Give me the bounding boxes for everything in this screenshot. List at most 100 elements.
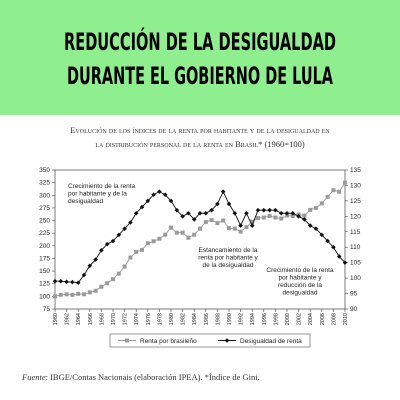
point <box>87 263 93 269</box>
point <box>140 247 144 252</box>
point <box>104 241 110 247</box>
point <box>343 180 347 185</box>
x-tick-label: 1970 <box>111 313 117 325</box>
legend-label: Renta por brasileño <box>140 338 197 345</box>
x-tick-label: 1974 <box>134 313 140 325</box>
point <box>308 207 313 212</box>
point <box>111 277 115 282</box>
point <box>133 210 139 216</box>
x-tick-label: 1966 <box>88 313 94 325</box>
source: Fuente: IBGE/Contas Nacionais (elaboraci… <box>21 372 260 382</box>
point <box>279 216 284 221</box>
point <box>122 226 127 231</box>
point <box>93 257 98 262</box>
point <box>209 207 214 213</box>
legend-label: Desigualdad de renta <box>240 338 302 345</box>
point <box>168 198 174 204</box>
y2-tick-label: 115 <box>350 229 361 236</box>
point <box>99 284 104 289</box>
y2-tick-label: 130 <box>350 182 361 189</box>
y2-tick-label: 120 <box>350 213 361 220</box>
y2-tick-label: 100 <box>350 275 361 282</box>
point <box>93 288 98 293</box>
annotation: por habitante y de la <box>68 191 127 198</box>
point <box>314 205 318 210</box>
point <box>128 255 133 260</box>
point <box>273 215 278 220</box>
point <box>256 216 260 221</box>
point <box>220 189 226 194</box>
point <box>221 218 226 223</box>
point <box>162 192 168 198</box>
legend-marker <box>224 338 230 343</box>
x-tick-label: 1978 <box>157 313 163 325</box>
point <box>337 189 342 194</box>
point <box>215 201 220 207</box>
x-tick-label: 1984 <box>192 313 198 325</box>
point <box>325 238 330 244</box>
y-tick-label: 275 <box>39 205 50 212</box>
point <box>261 215 266 220</box>
point <box>290 210 296 216</box>
x-tick-label: 1982 <box>181 313 187 325</box>
chart-panel <box>0 115 400 400</box>
x-tick-label: 1998 <box>273 313 279 325</box>
point <box>250 219 255 224</box>
y-tick-label: 350 <box>39 167 50 174</box>
point <box>342 260 348 265</box>
y-tick-label: 175 <box>39 255 50 262</box>
point <box>81 272 87 278</box>
point <box>313 226 319 231</box>
point <box>180 230 185 235</box>
annotation: desigualdad <box>68 198 103 205</box>
x-tick-label: 2002 <box>297 313 303 325</box>
point <box>203 210 209 216</box>
legend-marker <box>125 338 129 343</box>
point <box>232 210 238 216</box>
x-tick-label: 1968 <box>99 313 105 325</box>
point <box>58 292 63 297</box>
point <box>284 210 290 216</box>
annotation: reducción de la <box>278 282 322 289</box>
point <box>82 292 86 297</box>
point <box>273 207 278 213</box>
point <box>267 207 272 213</box>
point <box>192 232 197 237</box>
point <box>226 201 232 207</box>
annotation: por habitante y <box>278 275 322 282</box>
x-tick-label: 1962 <box>65 313 71 325</box>
point <box>319 232 325 238</box>
point <box>249 223 255 228</box>
point <box>64 292 69 297</box>
y-tick-label: 225 <box>39 230 50 237</box>
point <box>64 279 69 285</box>
x-tick-label: 2008 <box>331 313 337 325</box>
point <box>331 188 336 193</box>
point <box>70 292 75 297</box>
point <box>110 238 116 244</box>
point <box>186 210 191 216</box>
point <box>209 218 214 223</box>
x-tick-label: 1996 <box>262 313 268 325</box>
point <box>336 254 342 259</box>
x-tick-label: 2006 <box>320 313 326 325</box>
point <box>99 248 104 253</box>
point <box>145 241 150 246</box>
point <box>151 192 156 198</box>
annotation: Crecimiento de la renta <box>266 267 334 274</box>
headline: REDUCCIÓN DE LA DESIGUALDAD <box>64 26 336 56</box>
point <box>278 210 284 216</box>
point <box>134 249 139 254</box>
point <box>116 232 122 238</box>
x-tick-label: 2000 <box>285 313 291 325</box>
point <box>191 217 197 222</box>
point <box>244 210 249 216</box>
x-tick-label: 1992 <box>239 313 245 325</box>
x-tick-label: 1980 <box>169 313 175 325</box>
y-tick-label: 300 <box>39 192 50 199</box>
y-tick-label: 325 <box>39 180 50 187</box>
source-text: : IBGE/Contas Nacionais (elaboración IPE… <box>46 372 260 382</box>
x-tick-label: 1994 <box>250 313 256 325</box>
annotation: desigualdad <box>282 290 317 297</box>
